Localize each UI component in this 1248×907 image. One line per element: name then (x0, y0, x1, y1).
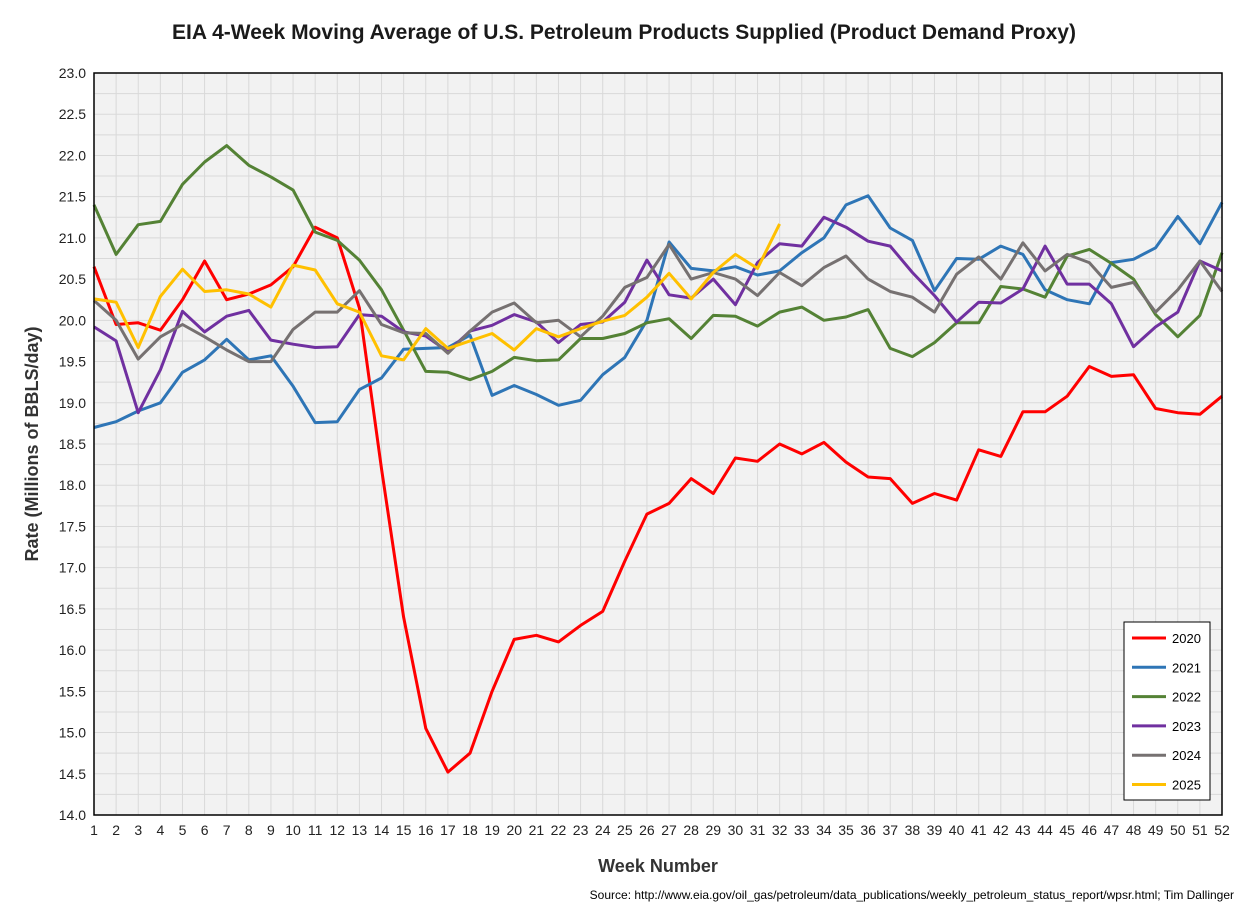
legend-label-2025: 2025 (1172, 778, 1201, 793)
x-tick-label: 36 (860, 822, 876, 838)
x-tick-label: 24 (595, 822, 611, 838)
x-tick-label: 3 (134, 822, 142, 838)
x-tick-label: 25 (617, 822, 633, 838)
y-tick-label: 16.0 (59, 642, 86, 658)
x-axis-ticks: 1 2 3 4 5 6 7 8 9 10 11 12 13 14 15 16 17 18 19 20 21 22 23 24 2… (90, 822, 1230, 838)
y-tick-label: 21.5 (59, 189, 86, 205)
x-tick-label: 18 (462, 822, 478, 838)
x-tick-label: 12 (330, 822, 346, 838)
series-line-2025 (93, 223, 781, 362)
y-tick-label: 20.0 (59, 312, 86, 328)
x-tick-label: 15 (396, 822, 412, 838)
x-tick-label: 47 (1104, 822, 1120, 838)
x-tick-label: 22 (551, 822, 567, 838)
x-tick-label: 40 (949, 822, 965, 838)
x-tick-label: 30 (728, 822, 744, 838)
chart-title: EIA 4-Week Moving Average of U.S. Petrol… (172, 21, 1076, 44)
y-tick-label: 22.5 (59, 106, 86, 122)
x-tick-label: 46 (1082, 822, 1098, 838)
y-tick-label: 17.0 (59, 560, 86, 576)
x-tick-label: 43 (1015, 822, 1031, 838)
y-tick-label: 19.0 (59, 395, 86, 411)
y-tick-label: 20.5 (59, 271, 86, 287)
source-note: Source: http://www.eia.gov/oil_gas/petro… (590, 888, 1234, 902)
legend: 2020 2021 2022 2023 2024 2025 (1123, 621, 1211, 801)
x-axis-label: Week Number (598, 856, 718, 876)
legend-label-2022: 2022 (1172, 690, 1201, 705)
x-tick-label: 17 (440, 822, 456, 838)
x-tick-label: 27 (661, 822, 677, 838)
gridlines (93, 72, 1223, 816)
y-tick-label: 18.5 (59, 436, 86, 452)
y-tick-label: 16.5 (59, 601, 86, 617)
y-tick-label: 17.5 (59, 518, 86, 534)
y-tick-label: 22.0 (59, 147, 86, 163)
x-tick-label: 48 (1126, 822, 1142, 838)
x-tick-label: 38 (905, 822, 921, 838)
series-line-2020 (92, 225, 1223, 774)
y-tick-label: 23.0 (59, 65, 86, 81)
x-tick-label: 28 (683, 822, 699, 838)
y-tick-label: 15.5 (59, 683, 86, 699)
y-tick-label: 15.0 (59, 725, 86, 741)
x-tick-label: 14 (374, 822, 390, 838)
x-tick-label: 9 (267, 822, 275, 838)
x-tick-label: 42 (993, 822, 1009, 838)
x-tick-label: 4 (156, 822, 164, 838)
x-tick-label: 49 (1148, 822, 1164, 838)
x-tick-label: 8 (245, 822, 253, 838)
x-tick-label: 13 (352, 822, 368, 838)
series-lines (92, 144, 1224, 774)
y-tick-label: 19.5 (59, 354, 86, 370)
x-tick-label: 21 (529, 822, 545, 838)
legend-label-2023: 2023 (1172, 719, 1201, 734)
x-tick-label: 5 (179, 822, 187, 838)
x-tick-label: 16 (418, 822, 434, 838)
legend-label-2020: 2020 (1172, 631, 1201, 646)
y-axis-label: Rate (Millions of BBLS/day) (22, 326, 42, 561)
plot-border (93, 72, 1223, 816)
y-tick-label: 14.0 (59, 807, 86, 823)
series-line-2021 (93, 194, 1224, 429)
x-tick-label: 35 (838, 822, 854, 838)
legend-label-2024: 2024 (1172, 748, 1201, 763)
x-tick-label: 10 (285, 822, 301, 838)
x-tick-label: 51 (1192, 822, 1208, 838)
y-tick-label: 18.0 (59, 477, 86, 493)
x-tick-label: 29 (706, 822, 722, 838)
series-line-2024 (92, 241, 1224, 364)
x-tick-label: 39 (927, 822, 943, 838)
x-tick-label: 1 (90, 822, 98, 838)
legend-label-2021: 2021 (1172, 660, 1201, 675)
x-tick-label: 45 (1059, 822, 1075, 838)
x-tick-label: 6 (201, 822, 209, 838)
x-tick-label: 41 (971, 822, 987, 838)
y-axis-ticks: 14.0 14.5 15.0 15.5 16.0 16.5 17.0 17.5 18.0 18.5… (59, 65, 86, 823)
x-tick-label: 26 (639, 822, 655, 838)
x-tick-label: 44 (1037, 822, 1053, 838)
x-tick-label: 31 (750, 822, 766, 838)
x-tick-label: 33 (794, 822, 810, 838)
x-tick-label: 20 (506, 822, 522, 838)
y-tick-label: 14.5 (59, 766, 86, 782)
x-tick-label: 23 (573, 822, 589, 838)
x-tick-label: 50 (1170, 822, 1186, 838)
x-tick-label: 7 (223, 822, 231, 838)
x-tick-label: 32 (772, 822, 788, 838)
series-line-2022 (92, 144, 1224, 382)
x-tick-label: 19 (484, 822, 500, 838)
x-tick-label: 37 (882, 822, 898, 838)
series-line-2023 (93, 215, 1223, 415)
x-tick-label: 11 (308, 822, 323, 838)
x-tick-label: 52 (1214, 822, 1230, 838)
y-tick-label: 21.0 (59, 230, 86, 246)
x-tick-label: 2 (112, 822, 120, 838)
x-tick-label: 34 (816, 822, 832, 838)
